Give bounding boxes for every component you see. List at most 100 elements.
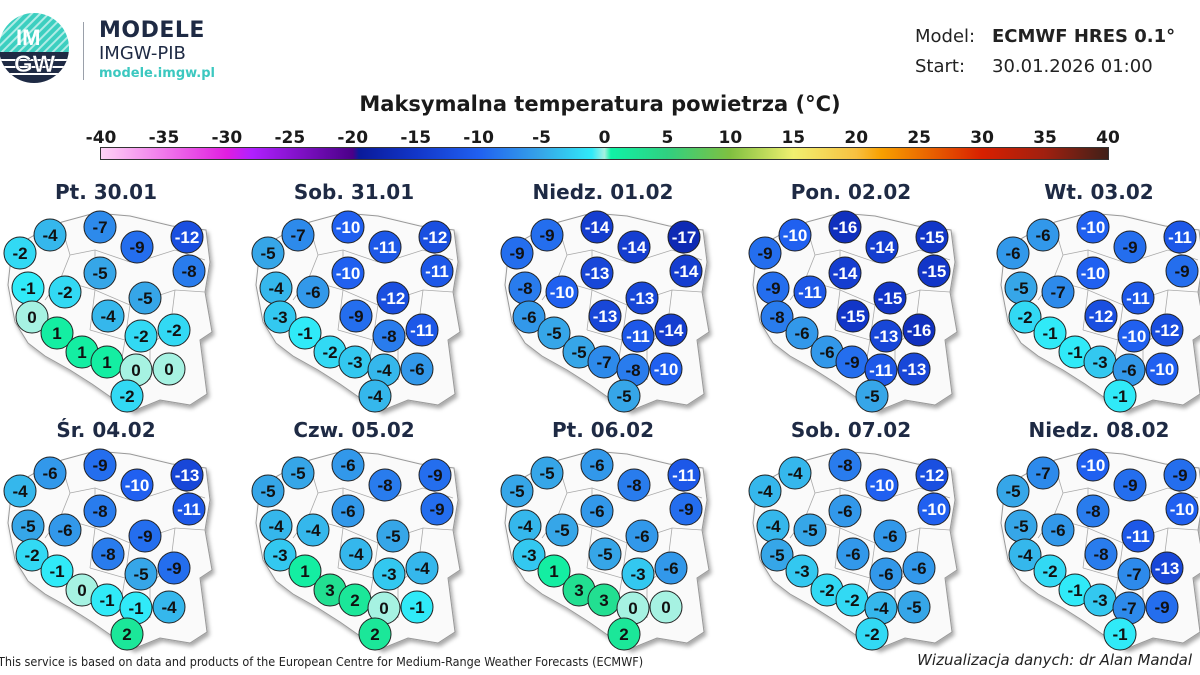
temperature-marker — [617, 468, 651, 502]
temperature-marker — [128, 519, 162, 553]
logo-text-bottom: GW — [14, 51, 56, 78]
temperature-marker — [1103, 617, 1137, 651]
temperature-label: 1 — [102, 353, 111, 372]
temperature-marker — [152, 352, 186, 386]
temperature-label: 2 — [350, 591, 359, 610]
temperature-label: -13 — [874, 327, 899, 346]
temperature-marker — [1145, 352, 1179, 386]
footer-source: This service is based on data and produc… — [0, 654, 644, 669]
temperature-marker — [667, 220, 701, 254]
temperature-label: -8 — [1085, 502, 1100, 521]
temperature-marker — [621, 319, 655, 353]
temperature-label: -2 — [57, 283, 72, 302]
model-value: ECMWF HRES 0.1° — [992, 26, 1176, 47]
temperature-marker — [669, 492, 703, 526]
temperature-label: -4 — [12, 482, 28, 501]
temperature-marker — [828, 494, 862, 528]
temperature-label: -11 — [1168, 228, 1192, 247]
temperature-label: -4 — [42, 226, 58, 245]
temperature-marker — [828, 448, 862, 482]
temperature-marker — [83, 494, 117, 528]
temperature-marker — [1076, 256, 1110, 290]
temperature-label: 3 — [599, 591, 608, 610]
temperature-label: -2 — [322, 343, 337, 362]
colorbar-tick: 10 — [718, 128, 743, 148]
temperature-marker — [420, 254, 454, 288]
temperature-marker — [869, 319, 903, 353]
temperature-marker — [512, 538, 546, 572]
temperature-label: -12 — [920, 466, 945, 485]
temperature-label: -13 — [585, 264, 610, 283]
temperature-label: -8 — [837, 456, 852, 475]
brand-url-link[interactable]: modele.imgw.pl — [99, 66, 215, 81]
colorbar-tick: -20 — [337, 128, 369, 148]
temperature-label: -1 — [297, 324, 312, 343]
temperature-marker — [400, 352, 434, 386]
temperature-marker — [1026, 456, 1060, 490]
temperature-label: -7 — [1035, 464, 1050, 483]
temperature-marker — [331, 256, 365, 290]
temperature-label: 2 — [619, 625, 628, 644]
colorbar-tick: 5 — [661, 128, 674, 148]
temperature-label: -7 — [596, 353, 611, 372]
temperature-marker — [1103, 379, 1137, 413]
temperature-label: 0 — [131, 361, 140, 380]
map-date-title: Wt. 03.02 — [1044, 180, 1154, 204]
temperature-label: -3 — [630, 565, 645, 584]
colorbar-tick: 0 — [598, 128, 611, 148]
temperature-marker — [588, 537, 622, 571]
temperature-marker — [15, 538, 49, 572]
temperature-marker — [1117, 319, 1151, 353]
temperature-marker — [902, 551, 936, 585]
temperature-marker — [748, 236, 782, 270]
temperature-marker — [1033, 554, 1067, 588]
temperature-label: -7 — [1121, 599, 1136, 618]
start-label: Start: — [915, 56, 966, 77]
temperature-label: -5 — [769, 546, 784, 565]
temperature-label: -4 — [268, 517, 284, 536]
temperature-label: -4 — [367, 387, 383, 406]
map-date-title: Pt. 06.02 — [551, 418, 655, 442]
temperature-label: -15 — [920, 228, 945, 247]
temperature-marker — [33, 456, 67, 490]
temperature-label: -13 — [175, 466, 200, 485]
colorbar-tick-labels: -40 -35 -30 -25 -20 -15 -10 -5 0 5 10 15 20 25 30 35 40 — [0, 128, 1200, 148]
temperature-label: -8 — [1093, 545, 1108, 564]
temperature-marker — [917, 492, 951, 526]
temperature-label: -4 — [414, 559, 430, 578]
map-poland: -9 -14 -14 -17 -9 -14 -8 -13 -10 -13 -6 -13 -5 -11 -14… — [500, 210, 710, 413]
temperature-marker — [580, 494, 614, 528]
temperature-marker — [251, 236, 285, 270]
temperature-label: 0 — [77, 581, 86, 600]
temperature-label: 0 — [164, 360, 173, 379]
temperature-label: -5 — [546, 324, 561, 343]
temperature-marker — [1041, 513, 1075, 547]
temperature-label: -5 — [616, 387, 631, 406]
temperature-marker — [1163, 458, 1197, 492]
temperature-label: -5 — [1013, 279, 1028, 298]
temperature-label: -3 — [1092, 591, 1107, 610]
temperature-marker — [1145, 590, 1179, 624]
temperature-label: -2 — [12, 244, 27, 263]
temperature-marker — [405, 313, 439, 347]
temperature-label: -8 — [517, 279, 532, 298]
temperature-label: -8 — [181, 262, 196, 281]
temperature-marker — [512, 300, 546, 334]
temperature-marker — [296, 275, 330, 309]
temperature-marker — [1008, 300, 1042, 334]
temperature-marker — [15, 300, 49, 334]
temperature-label: -1 — [99, 591, 114, 610]
temperature-label: -7 — [1050, 283, 1065, 302]
temperature-label: -10 — [1122, 327, 1147, 346]
temperature-marker — [865, 468, 899, 502]
temperature-label: -10 — [1081, 218, 1106, 237]
temperature-label: -1 — [1067, 581, 1082, 600]
temperature-label: -11 — [869, 361, 893, 380]
temperature-marker — [580, 448, 614, 482]
temperature-label: -8 — [625, 361, 640, 380]
temperature-label: -5 — [509, 482, 524, 501]
temperature-marker — [588, 299, 622, 333]
temperature-marker — [120, 230, 154, 264]
temperature-marker — [1121, 281, 1155, 315]
temperature-label: -3 — [794, 562, 809, 581]
